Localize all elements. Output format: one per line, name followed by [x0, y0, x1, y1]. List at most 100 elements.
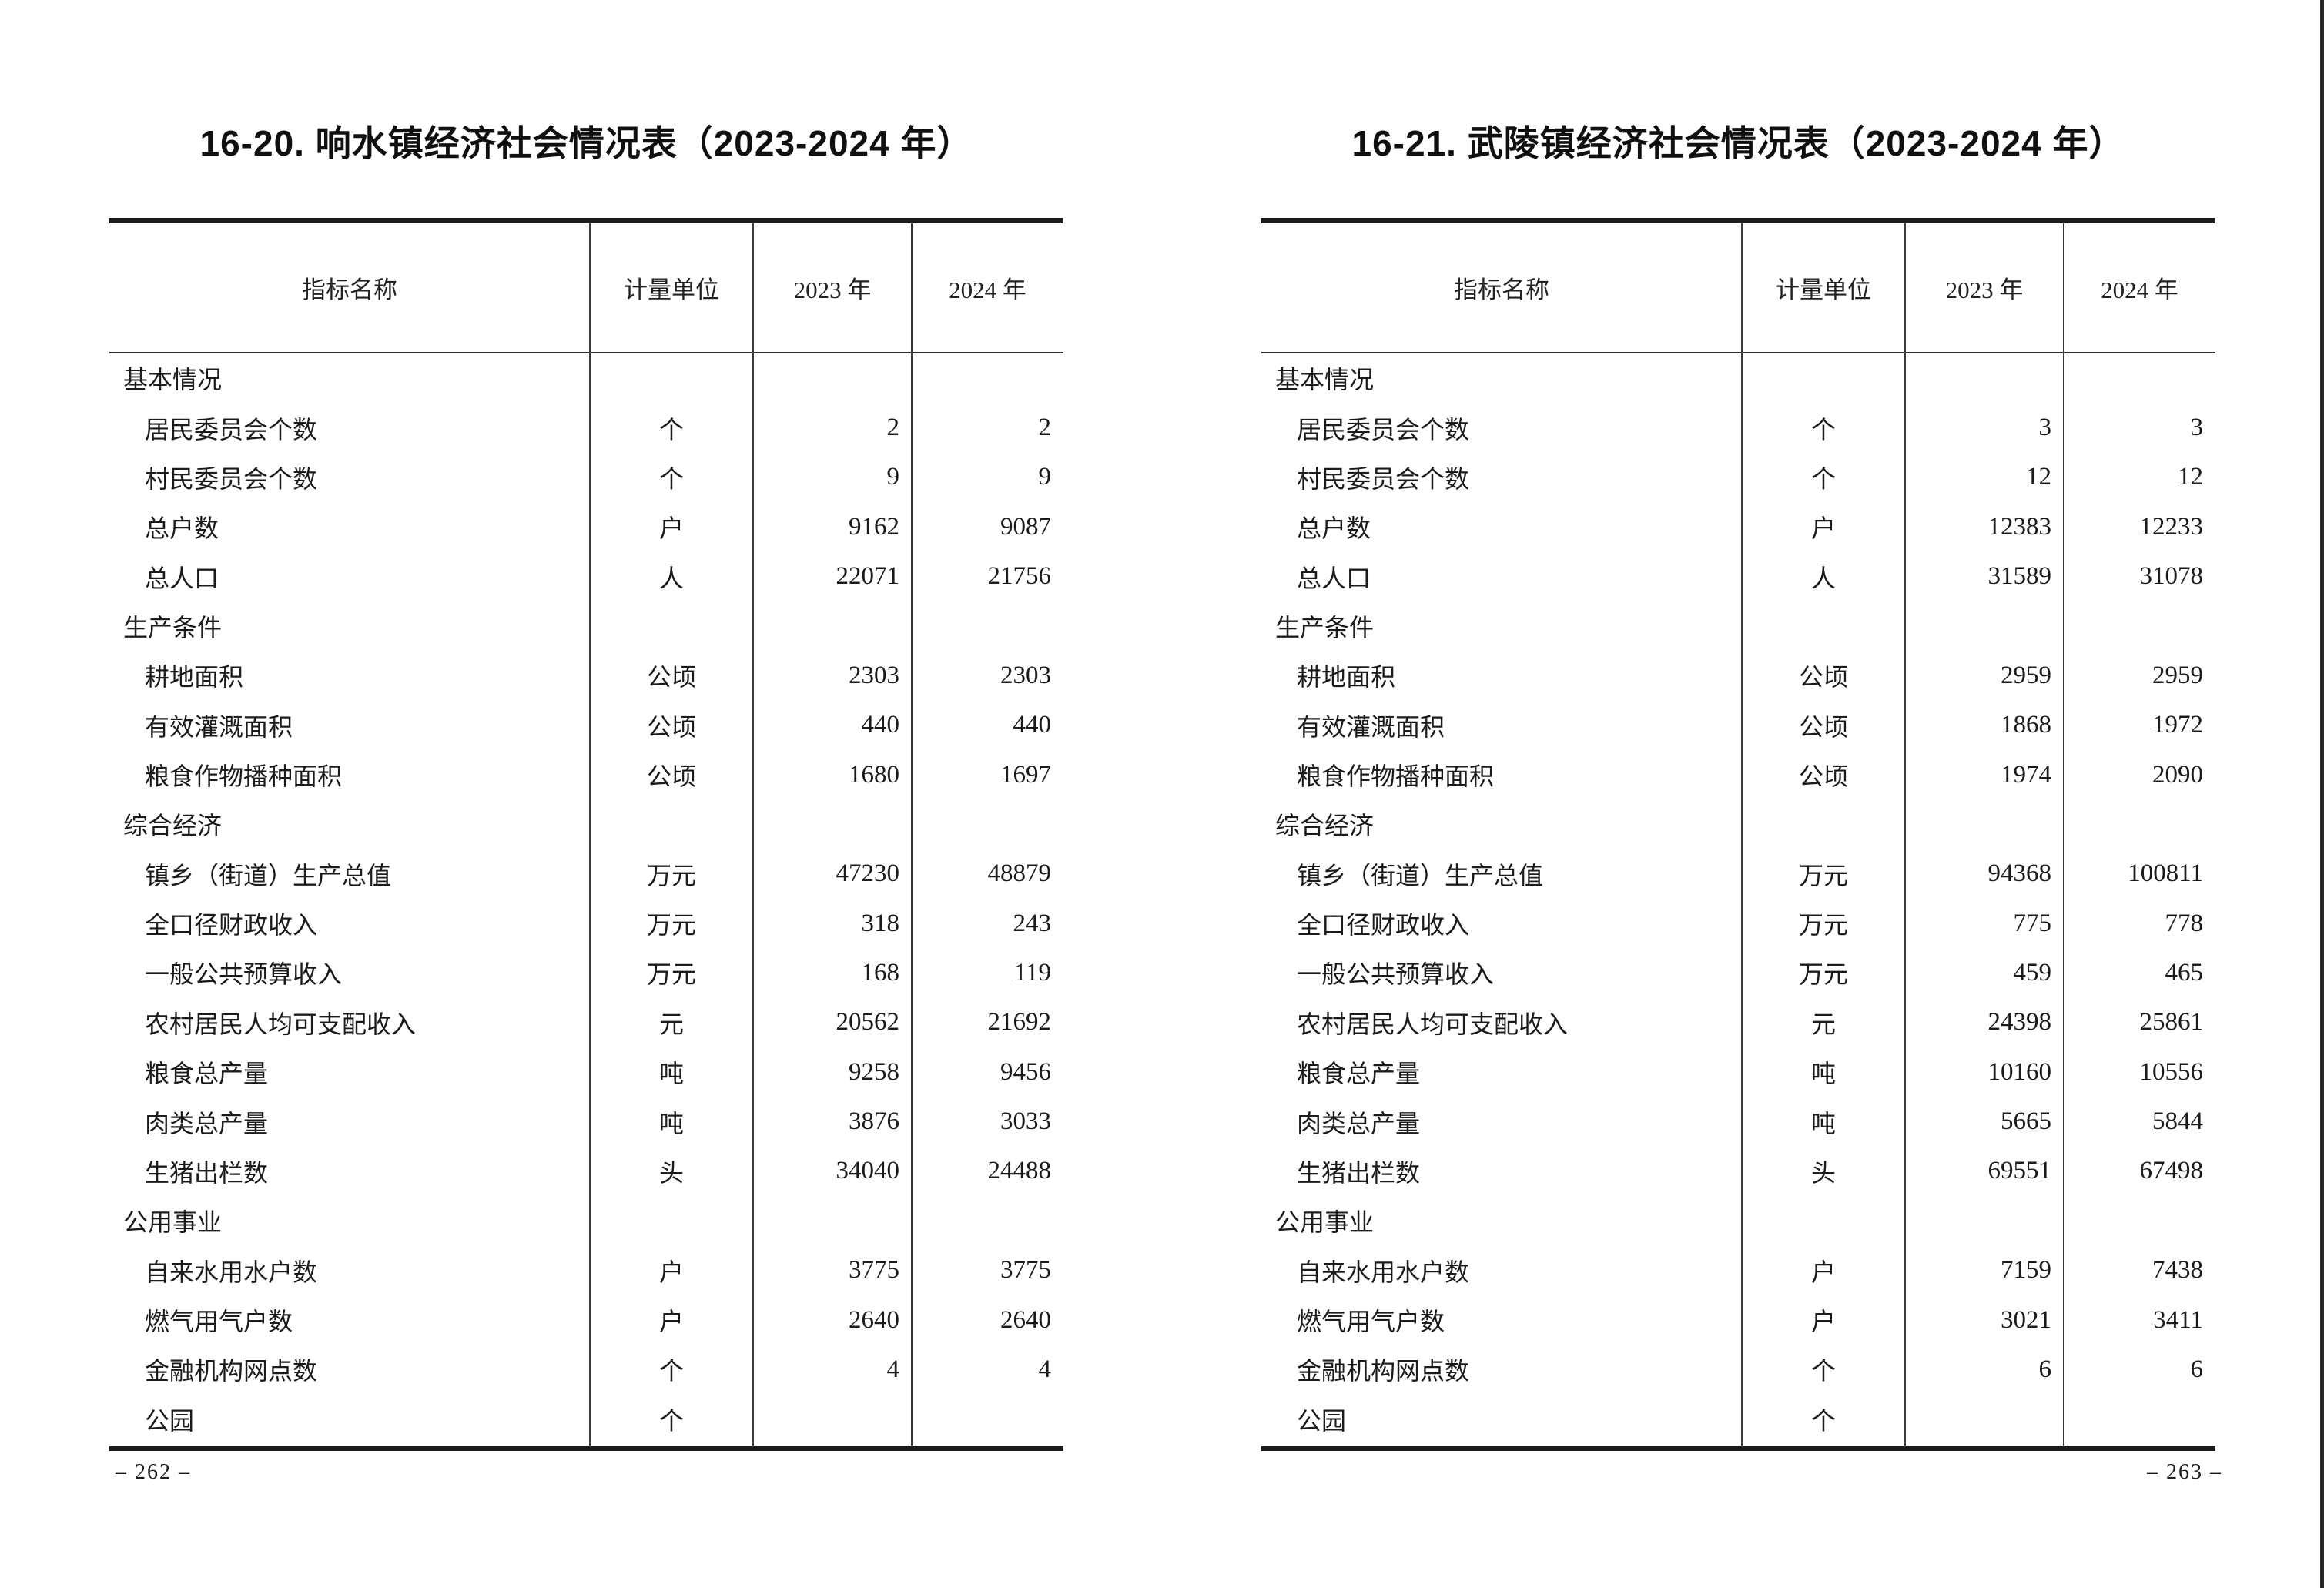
table-data-row: 生猪出栏数 头 34040 24488: [109, 1147, 1063, 1196]
column-header-2024: 2024 年: [2101, 276, 2178, 303]
value-2023: 4: [886, 1355, 900, 1383]
unit-value: 万元: [1798, 911, 1848, 940]
unit-value: 户: [658, 1308, 684, 1335]
indicator-name: 耕地面积: [145, 663, 244, 692]
table-data-row: 镇乡（街道）生产总值 万元 47230 48879: [109, 849, 1063, 899]
value-2024: 440: [1013, 711, 1052, 739]
unit-value: 吨: [658, 1060, 684, 1088]
column-divider-line: [589, 223, 591, 1446]
page-number-left: – 262 –: [116, 1460, 191, 1484]
unit-value: 个: [1810, 415, 1836, 444]
table-data-row: 总人口 人 31589 31078: [1261, 551, 2215, 601]
value-2023: 6: [2038, 1355, 2052, 1383]
value-2024: 2640: [1000, 1305, 1051, 1334]
value-2023: 2640: [849, 1305, 899, 1334]
value-2024: 2: [1038, 414, 1052, 442]
unit-value: 公顷: [646, 663, 696, 692]
unit-value: 公顷: [1798, 712, 1848, 741]
indicator-name: 粮食作物播种面积: [1297, 762, 1495, 791]
table-data-row: 生猪出栏数 头 69551 67498: [1261, 1147, 2215, 1196]
unit-value: 户: [1810, 1258, 1836, 1286]
table-data-row: 居民委员会个数 个 2 2: [109, 403, 1063, 452]
indicator-name: 居民委员会个数: [1297, 415, 1470, 444]
unit-value: 户: [1810, 514, 1836, 543]
value-2023: 9: [886, 463, 900, 491]
table-body: 基本情况 居民委员会个数个 3 3 村民委员会个数个 12 12 总户数户 12383 12233…: [1261, 353, 2215, 1444]
unit-value: 头: [658, 1158, 684, 1187]
indicator-name: 镇乡（街道）生产总值: [1297, 861, 1544, 889]
indicator-name: 粮食总产量: [1297, 1060, 1421, 1088]
column-header-indicator: 指标名称: [302, 276, 397, 303]
value-2024: 2959: [2152, 661, 2203, 689]
column-header-2023: 2023 年: [1945, 276, 2024, 303]
value-2024: 6: [2190, 1355, 2204, 1383]
column-header-unit: 计量单位: [1776, 276, 1871, 303]
unit-value: 户: [658, 514, 684, 543]
unit-value: 公顷: [646, 762, 696, 791]
table-data-row: 一般公共预算收入 万元 168 119: [109, 948, 1063, 997]
table-section-row: 基本情况: [1261, 353, 2215, 403]
table-data-row: 村民委员会个数 个 9 9: [109, 453, 1063, 502]
indicator-name: 居民委员会个数: [145, 415, 318, 444]
indicator-name: 自来水用水户数: [1297, 1258, 1470, 1286]
unit-value: 个: [658, 464, 684, 493]
unit-value: 元: [658, 1010, 684, 1038]
unit-value: 人: [1810, 564, 1836, 592]
table-section-row: 公用事业: [1261, 1196, 2215, 1245]
page-number-right: – 263 –: [2147, 1460, 2222, 1484]
unit-value: 个: [658, 415, 684, 444]
value-2023: 318: [861, 909, 900, 937]
value-2024: 2090: [2152, 760, 2203, 789]
unit-value: 万元: [1798, 960, 1848, 989]
value-2023: 440: [861, 711, 900, 739]
value-2024: 3411: [2153, 1305, 2203, 1334]
unit-value: 万元: [646, 960, 696, 989]
value-2023: 47230: [836, 859, 900, 888]
indicator-name: 金融机构网点数: [1297, 1357, 1470, 1385]
value-2024: 12233: [2139, 512, 2204, 541]
indicator-name: 生产条件: [1275, 613, 1375, 642]
table-data-row: 金融机构网点数 个 6 6: [1261, 1345, 2215, 1394]
indicator-name: 全口径财政收入: [145, 911, 318, 940]
indicator-name: 总户数: [1297, 514, 1371, 543]
value-2024: 9: [1038, 463, 1052, 491]
value-2024: 243: [1013, 909, 1052, 937]
unit-value: 公顷: [1798, 663, 1848, 692]
value-2024: 3: [2190, 414, 2204, 442]
table-data-row: 粮食作物播种面积 公顷 1974 2090: [1261, 750, 2215, 799]
unit-value: 个: [658, 1357, 684, 1385]
value-2023: 3775: [849, 1256, 899, 1285]
column-header-unit: 计量单位: [624, 276, 719, 303]
value-2024: 2303: [1000, 661, 1051, 689]
table-data-row: 有效灌溉面积 公顷 440 440: [109, 701, 1063, 750]
table-data-row: 耕地面积 公顷 2303 2303: [109, 651, 1063, 700]
table-data-row: 粮食作物播种面积 公顷 1680 1697: [109, 750, 1063, 799]
table-section-row: 生产条件: [1261, 601, 2215, 651]
left-table-title: 16-20. 响水镇经济社会情况表（2023-2024 年）: [199, 123, 973, 163]
value-2023: 94368: [1987, 859, 2052, 888]
indicator-name: 生产条件: [123, 613, 223, 642]
unit-value: 户: [658, 1258, 684, 1286]
unit-value: 万元: [1798, 861, 1848, 889]
unit-value: 个: [658, 1406, 684, 1435]
indicator-name: 总人口: [145, 564, 219, 592]
indicator-name: 总户数: [145, 514, 219, 543]
value-2023: 775: [2013, 909, 2052, 937]
value-2023: 7159: [2001, 1256, 2051, 1285]
unit-value: 人: [658, 564, 684, 592]
unit-value: 万元: [646, 861, 696, 889]
column-divider-line: [1741, 223, 1743, 1446]
table-data-row: 全口径财政收入 万元 318 243: [109, 899, 1063, 948]
value-2023: 1868: [2001, 711, 2051, 739]
value-2024: 3775: [1000, 1256, 1051, 1285]
table-data-row: 粮食总产量 吨 9258 9456: [109, 1047, 1063, 1097]
value-2024: 21756: [987, 562, 1052, 591]
indicator-name: 耕地面积: [1297, 663, 1396, 692]
value-2023: 34040: [836, 1157, 900, 1185]
table-data-row: 肉类总产量 吨 5665 5844: [1261, 1097, 2215, 1146]
table-data-row: 自来水用水户数 户 7159 7438: [1261, 1245, 2215, 1295]
indicator-name: 有效灌溉面积: [145, 712, 293, 741]
table-data-row: 一般公共预算收入 万元 459 465: [1261, 948, 2215, 997]
value-2024: 24488: [987, 1157, 1052, 1185]
